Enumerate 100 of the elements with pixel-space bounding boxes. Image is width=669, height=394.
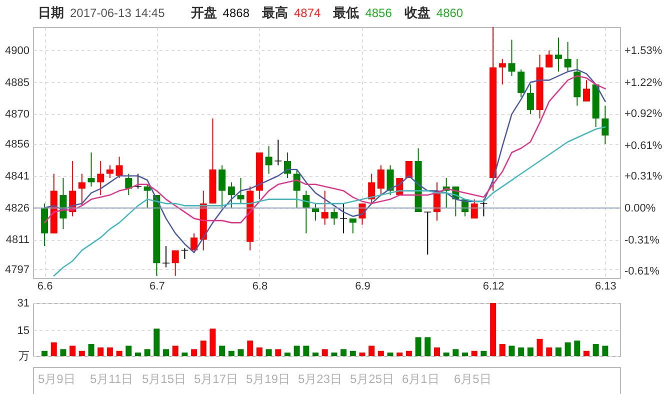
candlestick: [172, 250, 179, 276]
candlestick: [125, 173, 132, 196]
candlestick: [293, 169, 300, 208]
text: 5月15日: [142, 372, 186, 386]
candlestick: [583, 80, 590, 102]
bar: [471, 350, 478, 356]
bar: [415, 337, 422, 356]
text: 日期: [38, 5, 64, 20]
bar: [163, 349, 170, 356]
candlestick: [480, 198, 488, 217]
y-tick-label: 31: [17, 298, 30, 310]
text: 5月25日: [350, 372, 394, 386]
candlestick: [237, 178, 244, 204]
candlestick: [546, 50, 553, 68]
bar: [182, 352, 188, 356]
bar: [452, 349, 459, 356]
bar: [116, 350, 122, 356]
text: 5月17日: [194, 372, 238, 386]
bar: [480, 350, 487, 356]
bar: [210, 328, 216, 356]
bar: [546, 347, 552, 356]
bar: [527, 347, 534, 356]
y-tick-label: 万: [18, 350, 30, 362]
candlestick: [368, 173, 376, 204]
text: 最高: [261, 5, 288, 20]
bar: [602, 346, 608, 356]
text: 最低: [332, 5, 360, 20]
bar: [70, 346, 76, 356]
text: 2017-06-13 14:45: [70, 6, 166, 20]
bar: [106, 347, 113, 356]
candlestick: [144, 184, 151, 208]
text: 5月11日: [90, 372, 134, 386]
candlestick: [602, 105, 609, 144]
bar: [284, 352, 290, 356]
bar: [266, 349, 272, 356]
bar: [219, 346, 226, 356]
candlestick: [330, 207, 338, 226]
y2-tick-label: -0.31%: [624, 234, 660, 246]
bar: [275, 349, 282, 356]
bar: [228, 350, 234, 356]
bar: [200, 340, 206, 356]
y2-tick-label: +0.92%: [624, 108, 662, 120]
bar: [387, 352, 394, 356]
bar: [499, 344, 506, 356]
candlestick: [554, 37, 562, 72]
candlestick: [218, 164, 226, 208]
y-tick-label: 4811: [6, 234, 30, 246]
candlestick: [508, 39, 516, 76]
y2-tick-label: +1.22%: [624, 77, 662, 90]
bar: [154, 328, 160, 356]
candlestick: [424, 212, 432, 256]
bar: [592, 344, 599, 356]
candlestick: [284, 152, 291, 179]
x-tick-label: 6.9: [355, 280, 370, 292]
y2-tick-label: +0.61%: [624, 140, 662, 152]
bar: [331, 352, 338, 356]
candlestick: [526, 84, 534, 115]
bar: [50, 342, 57, 356]
candlestick: [116, 156, 123, 179]
candlestick: [377, 164, 384, 196]
y-tick-label: 4900: [5, 44, 30, 57]
candlestick: [88, 152, 95, 188]
bar: [350, 350, 356, 356]
bar: [536, 338, 543, 356]
candlestick: [564, 41, 572, 72]
text: 4874: [294, 6, 322, 20]
candlestick: [190, 232, 198, 251]
bar: [359, 352, 366, 356]
y-tick-label: 4856: [5, 138, 30, 150]
candlestick: [470, 198, 478, 219]
candlestick: [498, 58, 506, 85]
bar: [172, 346, 178, 356]
bar: [60, 349, 66, 356]
x-tick-label: 6.7: [150, 280, 165, 292]
bar: [462, 352, 468, 356]
candlestick: [162, 246, 170, 268]
bar: [144, 349, 150, 356]
bar: [490, 303, 496, 356]
y2-tick-label: 0.00%: [624, 202, 656, 215]
candlestick: [106, 164, 114, 179]
bar: [434, 347, 440, 356]
candlestick: [340, 203, 348, 234]
candlestick: [274, 139, 282, 166]
y-tick-label: 4885: [5, 76, 30, 89]
bar: [88, 344, 94, 356]
bar: [340, 349, 347, 356]
bar: [256, 347, 262, 356]
text: 5月9日: [38, 372, 76, 386]
bar: [378, 350, 384, 356]
candlestick: [228, 182, 235, 208]
y-tick-label: 4797: [5, 264, 30, 276]
candlestick: [321, 190, 328, 226]
bar: [406, 350, 412, 356]
text: 开盘: [190, 5, 217, 20]
bar: [126, 346, 132, 356]
bar: [564, 342, 571, 356]
bar: [42, 350, 48, 356]
x-tick-label: 6.6: [37, 280, 53, 292]
bar: [322, 349, 328, 356]
y-tick-label: 4841: [5, 170, 30, 182]
